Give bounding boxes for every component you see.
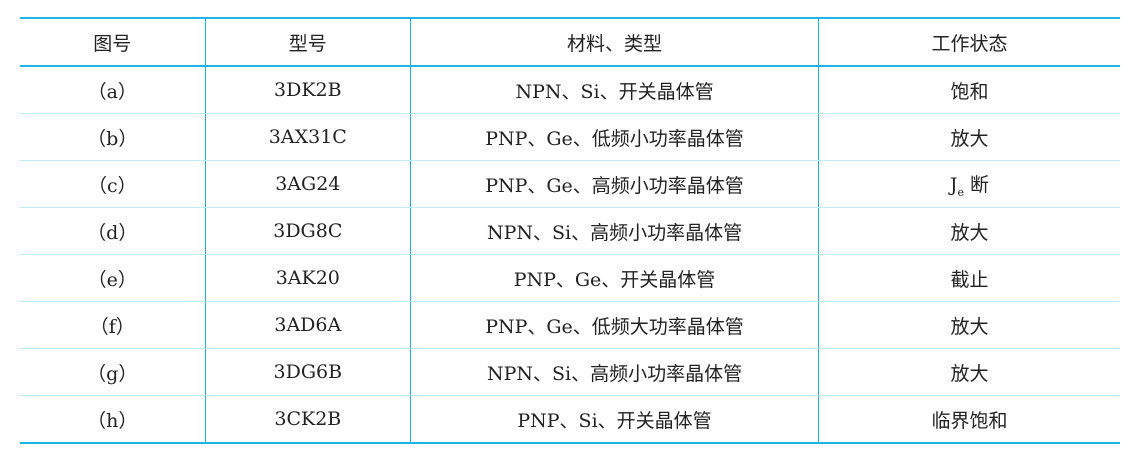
table-row: （e） 3AK20 PNP、Ge、开关晶体管 截止 xyxy=(20,254,1120,302)
table-cell: 3DG8C xyxy=(204,207,412,255)
table-cell: PNP、Ge、低频大功率晶体管 xyxy=(410,301,819,349)
table-row: （f） 3AD6A PNP、Ge、低频大功率晶体管 放大 xyxy=(20,301,1120,349)
table-cell: PNP、Ge、高频小功率晶体管 xyxy=(410,160,819,208)
table-row: （g） 3DG6B NPN、Si、高频小功率晶体管 放大 xyxy=(20,348,1120,396)
table-cell: 3AK20 xyxy=(204,254,412,302)
state-text: 断 xyxy=(964,173,990,196)
table-cell: 3DK2B xyxy=(204,66,412,114)
table-row: （h） 3CK2B PNP、Si、开关晶体管 临界饱和 xyxy=(20,395,1120,444)
column-header: 型号 xyxy=(204,17,412,67)
table-cell: 3AG24 xyxy=(204,160,412,208)
table-cell: （g） xyxy=(20,348,206,396)
header-row: 图号 型号 材料、类型 工作状态 xyxy=(20,17,1120,67)
table-cell: （c） xyxy=(20,160,206,208)
table-cell: PNP、Ge、低频小功率晶体管 xyxy=(410,113,819,161)
column-header: 材料、类型 xyxy=(410,17,819,67)
table-cell: 3DG6B xyxy=(204,348,412,396)
table-cell: 放大 xyxy=(817,301,1120,349)
table-cell: 截止 xyxy=(817,254,1120,302)
junction-subscript: e xyxy=(957,185,964,199)
table-cell: 放大 xyxy=(817,113,1120,161)
table-cell: 饱和 xyxy=(817,66,1120,114)
table-cell: （a） xyxy=(20,66,206,114)
table-cell: （h） xyxy=(20,395,206,444)
table-cell: 放大 xyxy=(817,348,1120,396)
column-header: 图号 xyxy=(20,17,206,67)
table-cell: 3AD6A xyxy=(204,301,412,349)
junction-symbol: J xyxy=(949,173,958,196)
table-cell: PNP、Ge、开关晶体管 xyxy=(410,254,819,302)
table-cell: 3CK2B xyxy=(204,395,412,444)
table-cell: （b） xyxy=(20,113,206,161)
transistor-table: 图号 型号 材料、类型 工作状态 （a） 3DK2B NPN、Si、开关晶体管 饱和 （b） 3… xyxy=(20,17,1120,444)
table-cell: PNP、Si、开关晶体管 xyxy=(410,395,819,444)
table-row: （c） 3AG24 PNP、Ge、高频小功率晶体管 Je 断 xyxy=(20,160,1120,208)
table-cell: 放大 xyxy=(817,207,1120,255)
table-row: （b） 3AX31C PNP、Ge、低频小功率晶体管 放大 xyxy=(20,113,1120,161)
table-cell: Je 断 xyxy=(817,160,1120,208)
table-row: （d） 3DG8C NPN、Si、高频小功率晶体管 放大 xyxy=(20,207,1120,255)
table-cell: （d） xyxy=(20,207,206,255)
table-cell: （f） xyxy=(20,301,206,349)
table-cell: （e） xyxy=(20,254,206,302)
table-cell: 临界饱和 xyxy=(817,395,1120,444)
table-cell: NPN、Si、开关晶体管 xyxy=(410,66,819,114)
table-cell: NPN、Si、高频小功率晶体管 xyxy=(410,207,819,255)
column-header: 工作状态 xyxy=(817,17,1120,67)
table-cell: 3AX31C xyxy=(204,113,412,161)
table-cell: NPN、Si、高频小功率晶体管 xyxy=(410,348,819,396)
table-row: （a） 3DK2B NPN、Si、开关晶体管 饱和 xyxy=(20,66,1120,114)
